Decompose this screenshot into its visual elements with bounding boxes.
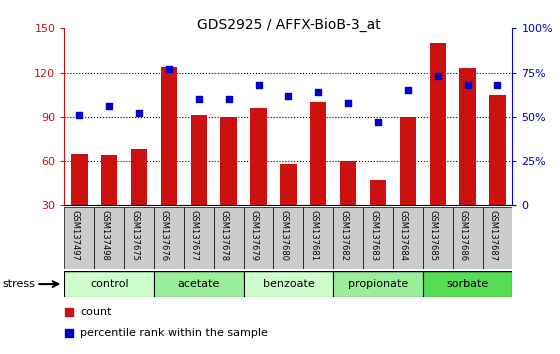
Bar	[333, 271, 423, 297]
Bar	[273, 207, 304, 269]
Bar	[244, 207, 273, 269]
Point	[194, 96, 203, 102]
Bar	[190, 115, 207, 205]
Text: GSM137686: GSM137686	[459, 210, 468, 261]
Bar	[64, 207, 94, 269]
Text: sorbate: sorbate	[446, 279, 489, 289]
Point	[75, 112, 84, 118]
Bar	[304, 207, 333, 269]
Point	[344, 100, 353, 105]
Text: GSM137678: GSM137678	[220, 210, 228, 261]
Point	[314, 89, 323, 95]
Bar	[452, 207, 483, 269]
Bar	[131, 149, 147, 205]
Bar	[154, 207, 184, 269]
Bar	[363, 207, 393, 269]
Bar	[280, 164, 297, 205]
Text: GSM137684: GSM137684	[399, 210, 408, 261]
Text: GSM137680: GSM137680	[279, 210, 288, 261]
Point	[403, 87, 412, 93]
Bar	[71, 154, 87, 205]
Text: GSM137497: GSM137497	[71, 210, 80, 261]
Text: GSM137676: GSM137676	[160, 210, 169, 261]
Text: stress: stress	[3, 279, 36, 289]
Bar	[370, 180, 386, 205]
Text: GSM137677: GSM137677	[190, 210, 199, 261]
Point	[105, 103, 114, 109]
Bar	[161, 67, 177, 205]
Bar	[154, 271, 244, 297]
Text: acetate: acetate	[178, 279, 220, 289]
Point	[254, 82, 263, 88]
Bar	[244, 271, 333, 297]
Bar	[250, 108, 267, 205]
Bar	[340, 161, 356, 205]
Text: GSM137681: GSM137681	[309, 210, 318, 261]
Bar	[124, 207, 154, 269]
Bar	[489, 95, 506, 205]
Bar	[310, 102, 326, 205]
Text: GSM137685: GSM137685	[429, 210, 438, 261]
Bar	[400, 117, 416, 205]
Point	[493, 82, 502, 88]
Text: GSM137498: GSM137498	[100, 210, 109, 261]
Bar	[393, 207, 423, 269]
Text: benzoate: benzoate	[263, 279, 314, 289]
Point	[433, 73, 442, 79]
Bar	[184, 207, 214, 269]
Bar	[64, 271, 154, 297]
Point	[374, 119, 382, 125]
Point	[165, 66, 174, 72]
Text: GSM137675: GSM137675	[130, 210, 139, 261]
Bar	[459, 68, 476, 205]
Text: GSM137683: GSM137683	[369, 210, 378, 261]
Point	[463, 82, 472, 88]
Bar	[101, 155, 118, 205]
Bar	[214, 207, 244, 269]
Text: control: control	[90, 279, 128, 289]
Bar	[221, 117, 237, 205]
Bar	[423, 207, 452, 269]
Point	[134, 110, 143, 116]
Text: percentile rank within the sample: percentile rank within the sample	[80, 328, 268, 338]
Bar	[94, 207, 124, 269]
Text: GSM137679: GSM137679	[250, 210, 259, 261]
Text: GSM137687: GSM137687	[488, 210, 497, 261]
Bar	[423, 271, 512, 297]
Text: GSM137682: GSM137682	[339, 210, 348, 261]
Bar	[430, 43, 446, 205]
Text: count: count	[80, 307, 111, 316]
Bar	[483, 207, 512, 269]
Text: propionate: propionate	[348, 279, 408, 289]
Bar	[333, 207, 363, 269]
Text: GDS2925 / AFFX-BioB-3_at: GDS2925 / AFFX-BioB-3_at	[197, 18, 380, 32]
Point	[284, 93, 293, 98]
Point	[224, 96, 233, 102]
